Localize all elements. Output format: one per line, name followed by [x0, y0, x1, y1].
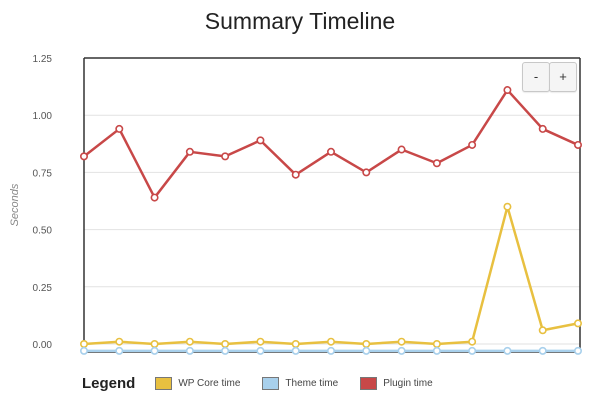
data-point-plugin: [362, 168, 371, 177]
series-line-plugin: [83, 88, 579, 199]
data-point-plugin: [115, 124, 124, 133]
series-line-wp-core: [83, 205, 579, 346]
data-point-wp-core: [397, 337, 406, 346]
data-point-theme: [185, 346, 194, 355]
data-point-plugin: [221, 152, 230, 161]
data-point-wp-core: [291, 339, 300, 348]
data-point-plugin: [150, 193, 159, 202]
data-point-theme: [150, 346, 159, 355]
y-tick-label: 0.50: [33, 226, 53, 237]
legend-item-theme[interactable]: Theme time: [262, 376, 339, 390]
y-tick-label: 0.00: [33, 340, 53, 351]
data-point-wp-core: [432, 339, 441, 348]
data-point-plugin: [185, 147, 194, 156]
legend-item-wp-core[interactable]: WP Core time: [155, 376, 241, 390]
data-point-wp-core: [115, 337, 124, 346]
data-point-theme: [573, 346, 582, 355]
legend-item-plugin[interactable]: Plugin time: [360, 376, 433, 390]
legend-label-wp-core: WP Core time: [178, 377, 241, 389]
data-point-plugin: [397, 145, 406, 154]
data-point-plugin: [503, 86, 512, 95]
data-point-theme: [256, 346, 265, 355]
zoom-out-button[interactable]: -: [522, 62, 550, 92]
data-point-wp-core: [362, 339, 371, 348]
legend-title: Legend: [82, 374, 136, 392]
legend-label-plugin: Plugin time: [383, 377, 433, 389]
data-point-theme: [115, 346, 124, 355]
data-point-wp-core: [538, 326, 547, 335]
data-point-plugin: [80, 152, 89, 161]
data-point-wp-core: [573, 319, 582, 328]
y-tick-label: 0.25: [33, 283, 53, 294]
data-point-plugin: [291, 170, 300, 179]
legend: Legend WP Core time Theme time Plugin ti…: [82, 372, 455, 394]
chart-svg: 0.00 0.25 0.50 0.75 1.00 1.25 Seconds: [9, 54, 582, 355]
y-tick-label: 1.00: [33, 111, 53, 122]
data-point-wp-core: [185, 337, 194, 346]
chart-title: Summary Timeline: [204, 8, 396, 34]
legend-label-theme: Theme time: [285, 377, 339, 389]
data-point-theme: [326, 346, 335, 355]
data-point-wp-core: [468, 337, 477, 346]
data-point-plugin: [573, 140, 582, 149]
data-point-plugin: [538, 124, 547, 133]
data-point-theme: [432, 346, 441, 355]
data-point-theme: [362, 346, 371, 355]
y-axis-label: Seconds: [9, 183, 21, 226]
data-point-plugin: [432, 159, 441, 168]
data-point-plugin: [326, 147, 335, 156]
data-point-wp-core: [150, 339, 159, 348]
data-point-plugin: [468, 140, 477, 149]
data-point-wp-core: [326, 337, 335, 346]
y-tick-label: 0.75: [33, 168, 53, 179]
data-point-theme: [538, 346, 547, 355]
zoom-in-button[interactable]: +: [549, 62, 577, 92]
data-point-wp-core: [80, 339, 89, 348]
data-point-theme: [80, 346, 89, 355]
data-point-theme: [221, 346, 230, 355]
data-point-wp-core: [503, 202, 512, 211]
data-point-plugin: [256, 136, 265, 145]
data-point-theme: [397, 346, 406, 355]
data-point-theme: [468, 346, 477, 355]
data-point-theme: [291, 346, 300, 355]
legend-swatch-wp-core: [155, 376, 173, 390]
data-point-wp-core: [256, 337, 265, 346]
y-tick-label: 1.25: [33, 54, 53, 65]
data-point-wp-core: [221, 339, 230, 348]
data-point-theme: [503, 346, 512, 355]
legend-swatch-plugin: [360, 376, 378, 390]
legend-swatch-theme: [262, 376, 280, 390]
